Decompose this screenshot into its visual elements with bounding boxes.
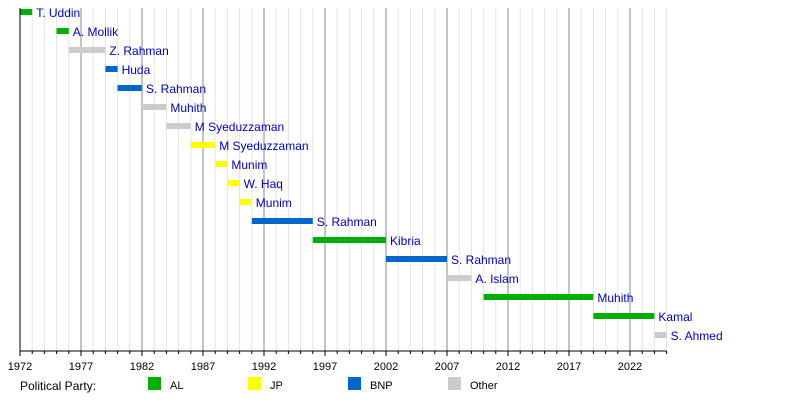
timeline-bar bbox=[483, 294, 594, 300]
bar-label: S. Ahmed bbox=[671, 329, 723, 343]
bar-label: S. Rahman bbox=[451, 253, 511, 267]
timeline-bar bbox=[227, 180, 240, 186]
bar-label: Z. Rahman bbox=[109, 44, 168, 58]
x-tick-label: 1997 bbox=[313, 361, 337, 373]
bars: T. Uddin A. Mollik Z. Rahman Huda S. Rahman M… bbox=[20, 6, 723, 343]
bar-label: M Syeduzzaman bbox=[195, 120, 284, 134]
timeline-bar bbox=[251, 218, 313, 224]
bar-label: Muhith bbox=[597, 291, 633, 305]
legend-swatch bbox=[248, 377, 261, 390]
bar-label: Huda bbox=[122, 63, 151, 77]
x-tick-label: 2012 bbox=[496, 361, 520, 373]
legend-swatch bbox=[148, 377, 161, 390]
x-tick-label: 1977 bbox=[69, 361, 93, 373]
timeline-bar bbox=[239, 199, 252, 205]
timeline-bar bbox=[105, 66, 118, 72]
x-axis: 1972 1977 1982 1987 1992 1997 2002 2007 2012 2017… bbox=[8, 8, 668, 373]
timeline-bar bbox=[56, 28, 69, 34]
timeline-bar bbox=[190, 142, 216, 148]
timeline-bar bbox=[142, 104, 167, 110]
legend-label: Other bbox=[470, 380, 498, 392]
bar-label: A. Islam bbox=[475, 272, 518, 286]
legend-label: BNP bbox=[370, 380, 393, 392]
bar-label: Muhith bbox=[170, 101, 206, 115]
x-tick-label: 1972 bbox=[8, 361, 32, 373]
legend-swatch bbox=[348, 377, 361, 390]
bar-label: A. Mollik bbox=[73, 25, 119, 39]
bar-label: Kibria bbox=[390, 234, 421, 248]
bar-label: S. Rahman bbox=[146, 82, 206, 96]
timeline-bar bbox=[312, 237, 386, 243]
bar-label: T. Uddin bbox=[36, 6, 80, 20]
legend-label: AL bbox=[170, 380, 183, 392]
x-tick-label: 1982 bbox=[130, 361, 154, 373]
legend-label: JP bbox=[270, 380, 283, 392]
bar-label: M Syeduzzaman bbox=[219, 139, 308, 153]
x-tick-label: 1992 bbox=[252, 361, 276, 373]
x-tick-label: 1987 bbox=[191, 361, 215, 373]
legend: Political Party: AL JP BNP Other bbox=[20, 377, 498, 393]
x-tick-label: 2002 bbox=[374, 361, 398, 373]
timeline-bar bbox=[447, 275, 472, 281]
bar-label: Munim bbox=[256, 196, 292, 210]
bar-label: S. Rahman bbox=[317, 215, 377, 229]
x-tick-label: 2017 bbox=[557, 361, 581, 373]
x-tick-label: 2007 bbox=[435, 361, 459, 373]
timeline-bar bbox=[166, 123, 191, 129]
timeline-bar bbox=[593, 313, 655, 319]
timeline-bar bbox=[68, 47, 106, 53]
bar-label: W. Haq bbox=[244, 177, 283, 191]
legend-swatch bbox=[448, 377, 461, 390]
timeline-bar bbox=[20, 9, 33, 15]
gridlines bbox=[31, 8, 668, 351]
timeline-bar bbox=[654, 332, 667, 338]
legend-title: Political Party: bbox=[20, 379, 96, 393]
x-tick-label: 2022 bbox=[618, 361, 642, 373]
bar-label: Munim bbox=[231, 158, 267, 172]
timeline-bar bbox=[386, 256, 447, 262]
timeline-bar bbox=[215, 161, 228, 167]
timeline-bar bbox=[117, 85, 142, 91]
bar-label: Kamal bbox=[658, 310, 692, 324]
